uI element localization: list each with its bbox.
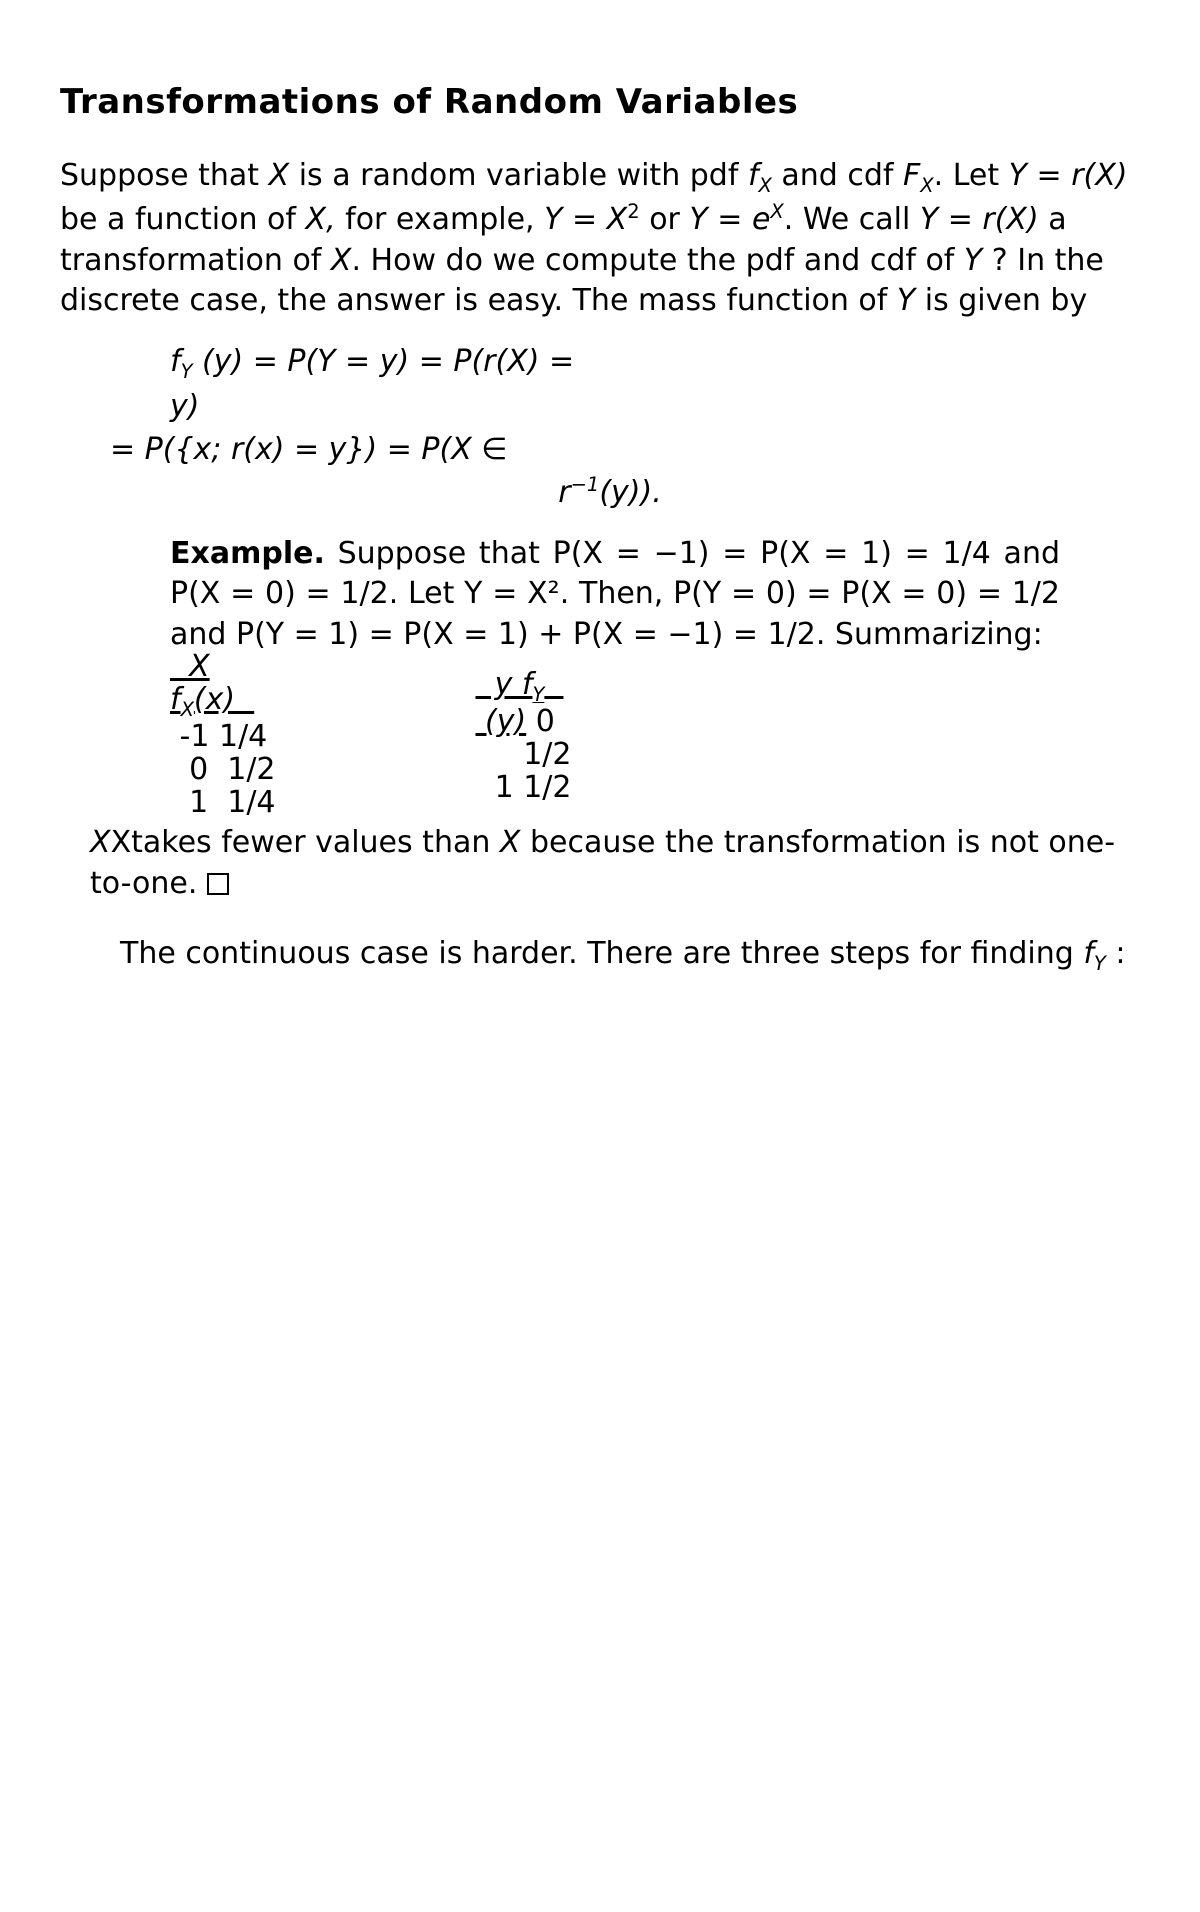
hdr-y: y f: [476, 667, 533, 702]
sub-Y: Y: [532, 683, 544, 706]
page-title: Transformations of Random Variables: [60, 80, 1140, 126]
sup-2: 2: [627, 200, 639, 223]
sup-neg1: −1: [571, 473, 600, 496]
var-x: X: [500, 825, 521, 860]
text: Xtakes fewer values than: [111, 825, 500, 860]
eq-y-rx: Y = r(X): [920, 202, 1039, 237]
table-y-header2: (y) 0: [476, 705, 572, 738]
cell-0: 0: [526, 704, 555, 739]
sup-X: X: [770, 200, 783, 223]
tail-paragraph: XXtakes fewer values than X because the …: [90, 823, 1140, 904]
table-x: X fX(x) -1 1/4 0 1/2 1 1/4: [170, 650, 276, 819]
var-x: X: [306, 202, 327, 237]
example-paragraph: Example. Suppose that P(X = −1) = P(X = …: [170, 534, 1060, 656]
eq-text: (y)).: [599, 475, 661, 510]
sym-f: f: [170, 344, 181, 379]
qed-box-icon: [207, 873, 229, 895]
sub-X: X: [181, 698, 194, 721]
text: . How do we compute the pdf and cdf of: [351, 243, 963, 278]
hdr-fx: fX(x): [170, 682, 254, 717]
eq-line1b: y): [170, 387, 1050, 428]
table-y: y fY (y) 0 1/2 1 1/2: [476, 668, 572, 819]
text: is a random variable with pdf: [289, 158, 748, 193]
eq-text: = P({x; r(x) = y}) = P(X ∈: [110, 432, 507, 467]
eq-y-rx: Y = r(X): [1009, 158, 1128, 193]
sub-Y: Y: [181, 360, 193, 383]
example-label: Example.: [170, 536, 325, 571]
text: is given by: [915, 283, 1087, 318]
text: :: [1106, 936, 1126, 971]
text: be a function of: [60, 202, 306, 237]
eq-text: y): [170, 389, 199, 424]
eq-y-x2: Y = X: [544, 202, 627, 237]
eq-y-ex: Y = e: [689, 202, 770, 237]
mass-function-equation: fY (y) = P(Y = y) = P(r(X) = y) = P({x; …: [170, 342, 1050, 514]
text: and cdf: [772, 158, 903, 193]
sym-f: f: [170, 682, 181, 717]
table-y-header1: y fY: [476, 668, 572, 705]
text: . Let: [934, 158, 1009, 193]
eq-text: (y) = P(Y = y) = P(r(X) =: [192, 344, 574, 379]
sub-x: X: [759, 174, 772, 197]
eq-line2b: r−1(y)).: [170, 472, 1050, 514]
hdr-fy: (y): [476, 704, 527, 739]
hdr-y-tail: [544, 667, 563, 702]
hdr-fx-tail: (x): [194, 682, 254, 717]
eq-line1: fY (y) = P(Y = y) = P(r(X) =: [170, 342, 1050, 385]
table-y-row1: 1/2: [476, 738, 572, 771]
var-x: X: [90, 825, 111, 860]
var-y: Y: [964, 243, 982, 278]
sub-Y: Y: [1094, 952, 1106, 975]
var-x: X: [269, 158, 290, 193]
table-x-row2: 0 1/2: [170, 753, 276, 786]
table-x-header2: fX(x): [170, 683, 276, 720]
table-x-row3: 1 1/4: [170, 786, 276, 819]
text: . We call: [784, 202, 920, 237]
eq-line2: = P({x; r(x) = y}) = P(X ∈: [110, 430, 1050, 471]
sym-fx: f: [748, 158, 759, 193]
intro-paragraph: Suppose that X is a random variable with…: [60, 156, 1140, 322]
text: or: [640, 202, 690, 237]
distribution-tables: X fX(x) -1 1/4 0 1/2 1 1/4 y fY (y) 0 1/…: [170, 650, 1140, 819]
table-x-row1: -1 1/4: [170, 720, 276, 753]
var-y: Y: [897, 283, 915, 318]
sym-Fx: F: [903, 158, 920, 193]
comma: ,: [326, 202, 336, 237]
sym-r: r: [558, 475, 570, 510]
text: for example,: [336, 202, 545, 237]
table-y-row2: 1 1/2: [476, 771, 572, 804]
continuous-paragraph: The continuous case is harder. There are…: [120, 934, 1140, 977]
sym-fY: f: [1083, 936, 1094, 971]
sub-x: X: [920, 174, 933, 197]
var-x: X: [331, 243, 352, 278]
text: The continuous case is harder. There are…: [120, 936, 1083, 971]
text: Suppose that: [60, 158, 269, 193]
table-x-header1: X: [170, 650, 276, 683]
